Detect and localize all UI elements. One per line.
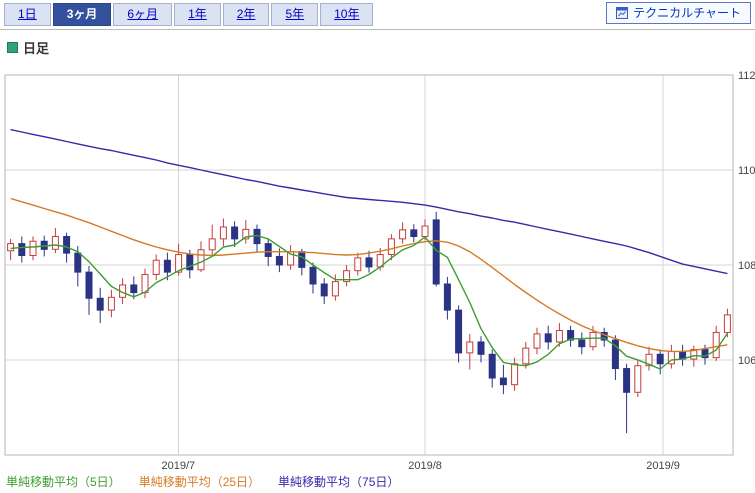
topbar: 1日 3ヶ月 6ヶ月 1年 2年 5年 10年 テクニカルチャート — [0, 0, 755, 30]
legend-item: 単純移動平均（75日） — [278, 475, 400, 489]
x-axis-label: 2019/9 — [646, 460, 680, 472]
legend-item: 単純移動平均（25日） — [138, 475, 261, 489]
technical-chart-icon — [616, 7, 629, 20]
y-axis-label: 106 — [738, 355, 755, 367]
interval-bullet-icon — [7, 42, 18, 53]
y-axis-label: 110 — [738, 165, 755, 177]
legend-item: 単純移動平均（5日） — [6, 475, 121, 489]
tab-6ヶ月[interactable]: 6ヶ月 — [113, 3, 173, 26]
ma-line — [10, 234, 728, 370]
ma-line — [10, 197, 728, 353]
interval-label: 日足 — [23, 41, 50, 56]
tab-3ヶ月[interactable]: 3ヶ月 — [52, 3, 112, 26]
tab-2年[interactable]: 2年 — [222, 3, 270, 26]
chart-legend: 単純移動平均（5日） 単純移動平均（25日） 単純移動平均（75日） — [6, 473, 399, 490]
price-chart-svg: 112 110 108 106 2019/7 2019/8 2019/9 — [4, 70, 755, 472]
x-axis-label: 2019/8 — [408, 460, 442, 472]
technical-chart-button[interactable]: テクニカルチャート — [606, 2, 751, 25]
y-axis-label: 112 — [738, 70, 755, 82]
tab-1年[interactable]: 1年 — [174, 3, 221, 26]
technical-chart-label: テクニカルチャート — [633, 6, 741, 20]
interval-row: 日足 — [7, 38, 49, 57]
y-axis-label: 108 — [738, 260, 755, 272]
tab-1日[interactable]: 1日 — [4, 3, 51, 26]
ma-line — [10, 128, 728, 275]
period-tabs: 1日 3ヶ月 6ヶ月 1年 2年 5年 10年 — [4, 3, 374, 26]
tab-10年[interactable]: 10年 — [320, 3, 374, 26]
tab-5年[interactable]: 5年 — [271, 3, 319, 26]
x-axis-label: 2019/7 — [161, 460, 195, 472]
